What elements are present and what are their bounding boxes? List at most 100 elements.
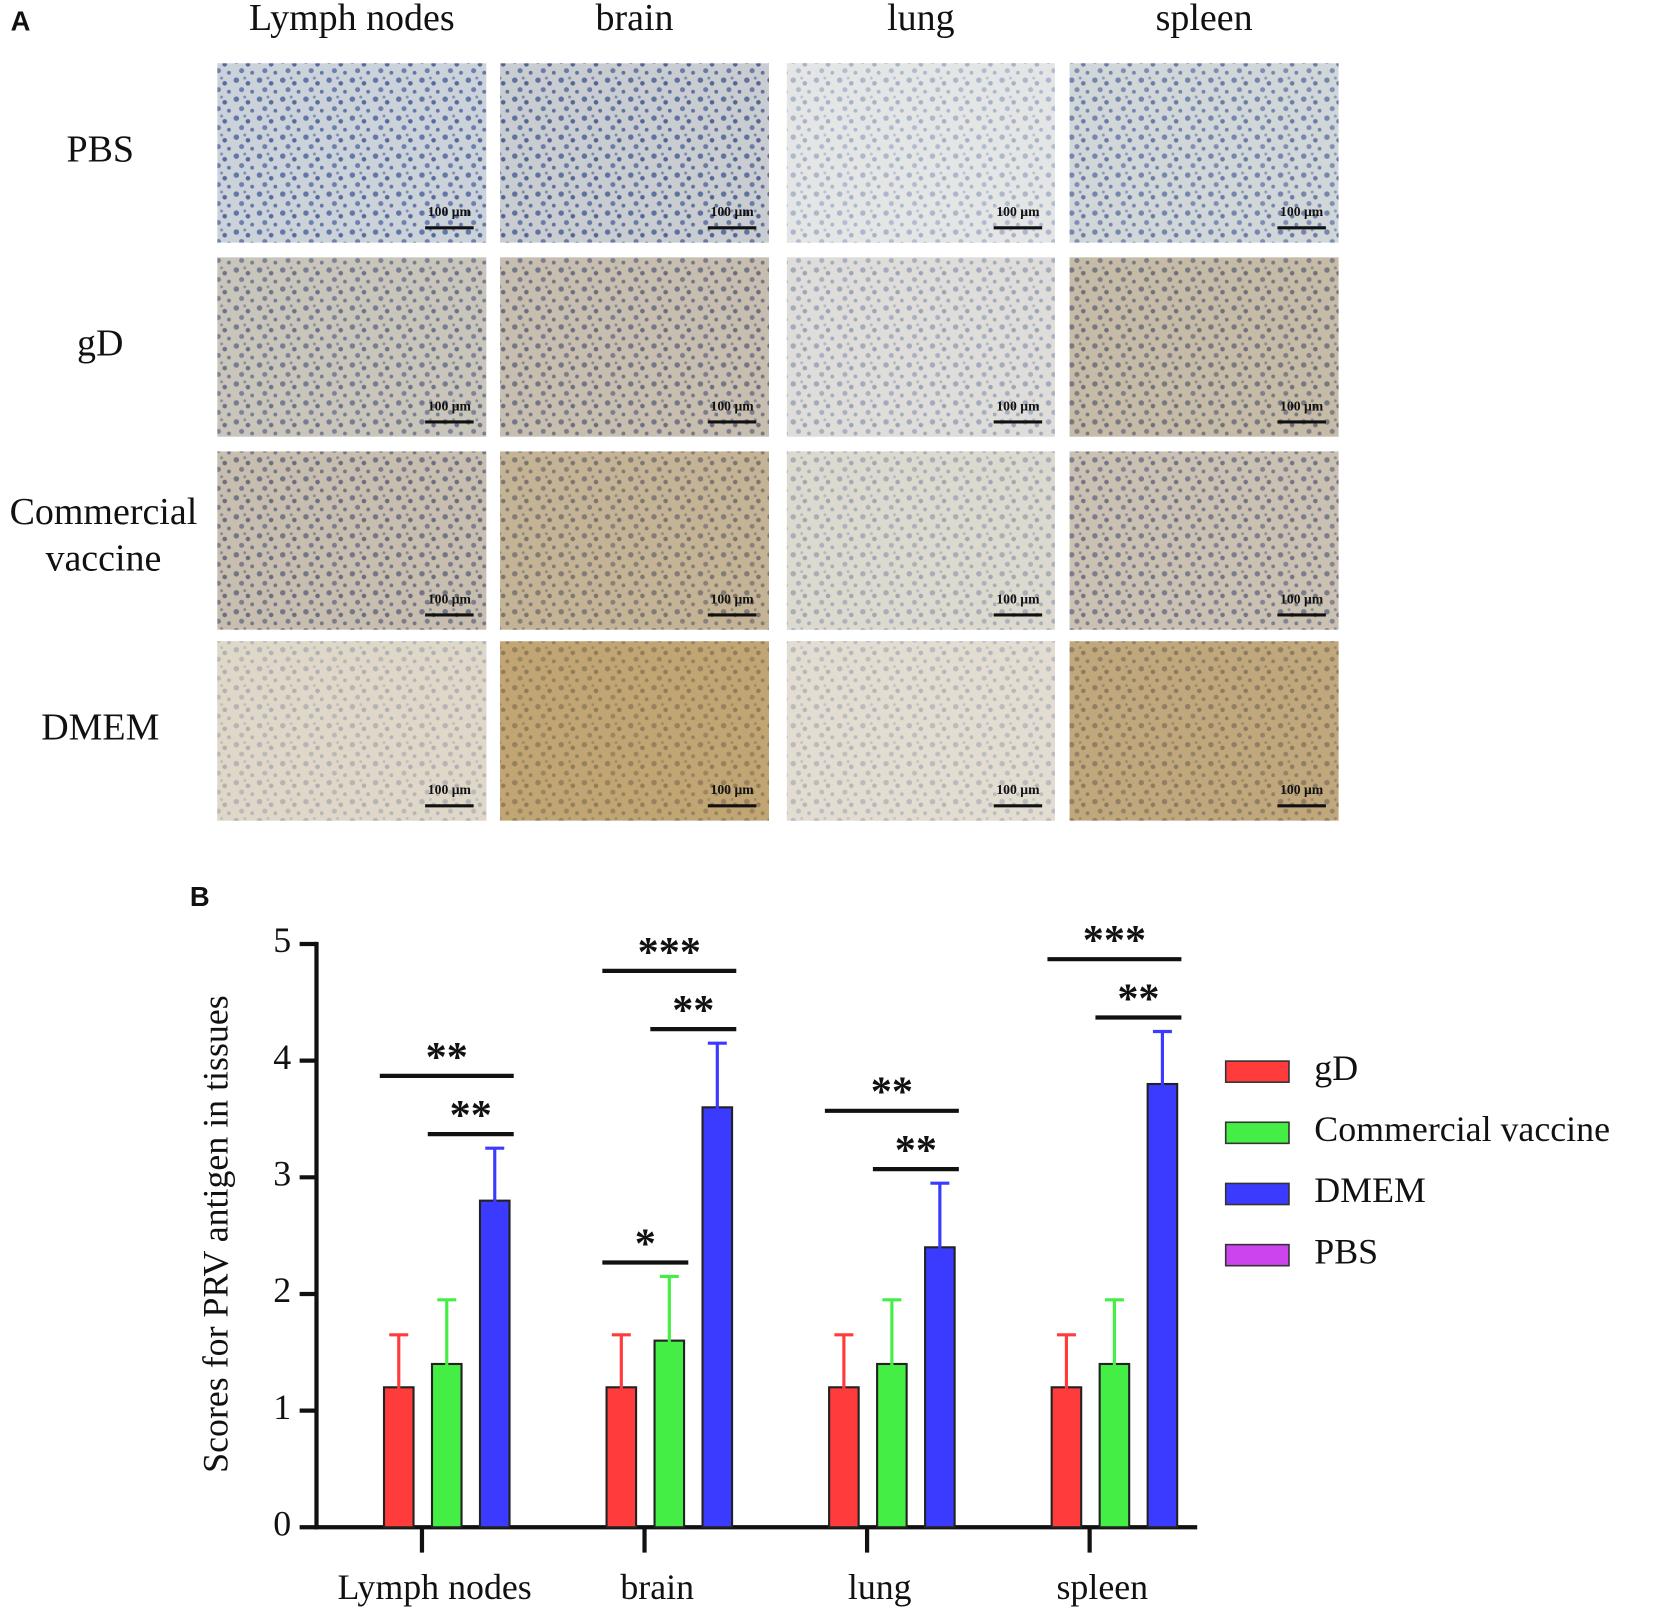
- significance-label: **: [1117, 975, 1159, 1022]
- background-overlay: [217, 641, 487, 821]
- scale-bar-label: 100 μm: [710, 204, 754, 219]
- background-overlay: [786, 641, 1055, 821]
- stain-overlay: [786, 451, 1055, 630]
- legend-swatch: [1224, 1121, 1290, 1145]
- significance-label: **: [450, 1092, 492, 1139]
- micrograph: [786, 257, 1055, 437]
- micrograph: [500, 257, 769, 437]
- panel-label: B: [190, 881, 210, 912]
- micrograph: [1069, 451, 1339, 630]
- row-label: DMEM: [41, 707, 159, 749]
- x-tick-label: brain: [620, 1567, 694, 1607]
- x-tick-label: Lymph nodes: [338, 1567, 532, 1607]
- chart: 0 1 2 3 4 5 Lymph nodes brain lung spleen gD Commer…: [273, 917, 1610, 1607]
- stain-overlay: [500, 257, 769, 437]
- stain-overlay: [1069, 641, 1339, 821]
- legend-label: DMEM: [1314, 1170, 1426, 1210]
- stain-overlay: [500, 63, 769, 243]
- x-tick-label: spleen: [1056, 1567, 1148, 1607]
- legend-label: gD: [1314, 1048, 1358, 1088]
- legend-label: Commercial vaccine: [1314, 1109, 1610, 1149]
- scale-bar-label: 100 μm: [1280, 398, 1324, 413]
- column-label: brain: [595, 0, 673, 39]
- scale-bar-label: 100 μm: [996, 782, 1040, 797]
- significance-label: ***: [1083, 917, 1146, 964]
- micrograph: [500, 63, 769, 243]
- background-overlay: [786, 257, 1055, 437]
- y-tick-label: 4: [273, 1037, 291, 1077]
- background-overlay: [500, 641, 769, 821]
- background-overlay: [1069, 451, 1339, 630]
- x-tick-label: lung: [848, 1567, 912, 1607]
- background-overlay: [217, 63, 487, 243]
- micrograph: [786, 451, 1055, 630]
- bar: [701, 1106, 734, 1529]
- column-label: Lymph nodes: [249, 0, 455, 39]
- column-label: lung: [887, 0, 955, 39]
- y-tick-label: 3: [273, 1154, 291, 1194]
- column-label: spleen: [1156, 0, 1253, 39]
- row-label: PBS: [66, 129, 134, 171]
- background-overlay: [217, 257, 487, 437]
- scale-bar-label: 100 μm: [996, 591, 1040, 606]
- scale-bar-label: 100 μm: [428, 782, 472, 797]
- significance-label: **: [871, 1069, 913, 1116]
- row-label: Commercial vaccine: [10, 491, 198, 579]
- background-overlay: [217, 451, 487, 630]
- significance-label: ***: [638, 929, 701, 976]
- micrograph: [217, 257, 487, 437]
- scale-bar-label: 100 μm: [1280, 782, 1324, 797]
- scale-bar-label: 100 μm: [1280, 204, 1324, 219]
- scale-bar-label: 100 μm: [710, 591, 754, 606]
- background-overlay: [500, 451, 769, 630]
- background-overlay: [1069, 641, 1339, 821]
- stain-overlay: [217, 451, 487, 630]
- scale-bar-label: 100 μm: [710, 782, 754, 797]
- background-overlay: [1069, 63, 1339, 243]
- stain-overlay: [1069, 257, 1339, 437]
- bar: [478, 1199, 511, 1529]
- y-tick-label: 2: [273, 1270, 291, 1310]
- panel-label: A: [11, 5, 31, 36]
- scale-bar-label: 100 μm: [428, 204, 472, 219]
- row-label: gD: [77, 323, 123, 365]
- y-tick-label: 0: [273, 1504, 291, 1544]
- background-overlay: [786, 451, 1055, 630]
- background-overlay: [786, 63, 1055, 243]
- scale-bar-label: 100 μm: [996, 204, 1040, 219]
- background-overlay: [500, 257, 769, 437]
- legend-swatch: [1224, 1060, 1290, 1083]
- significance-label: **: [895, 1127, 937, 1174]
- scale-bar-label: 100 μm: [428, 398, 472, 413]
- stain-overlay: [1069, 451, 1339, 630]
- stain-overlay: [217, 257, 487, 437]
- stain-overlay: [786, 257, 1055, 437]
- background-overlay: [500, 63, 769, 243]
- stain-overlay: [500, 451, 769, 630]
- significance-label: **: [426, 1034, 468, 1081]
- scale-bar-label: 100 μm: [710, 398, 754, 413]
- scale-bar-label: 100 μm: [1280, 591, 1324, 606]
- stain-overlay: [1069, 63, 1339, 243]
- legend-swatch: [1224, 1243, 1290, 1267]
- y-tick-label: 1: [273, 1387, 291, 1427]
- micrograph: [217, 63, 487, 243]
- legend-label: PBS: [1314, 1231, 1378, 1271]
- bar: [1146, 1082, 1179, 1529]
- scale-bar-label: 100 μm: [996, 398, 1040, 413]
- y-tick-label: 5: [273, 920, 291, 960]
- y-axis-label: Scores for PRV antigen in tissues: [196, 995, 236, 1473]
- micrograph: [1069, 257, 1339, 437]
- scale-bar-label: 100 μm: [428, 591, 472, 606]
- panel-a: Lymph nodes brain lung spleen PBS 100 μm 100 μ…: [10, 0, 1339, 821]
- micrograph: [217, 451, 487, 630]
- legend-swatch: [1224, 1182, 1290, 1206]
- micrograph: [500, 451, 769, 630]
- micrograph: [1069, 63, 1339, 243]
- significance-label: **: [672, 987, 714, 1034]
- stain-overlay: [217, 63, 487, 243]
- background-overlay: [1069, 257, 1339, 437]
- stain-overlay: [500, 641, 769, 821]
